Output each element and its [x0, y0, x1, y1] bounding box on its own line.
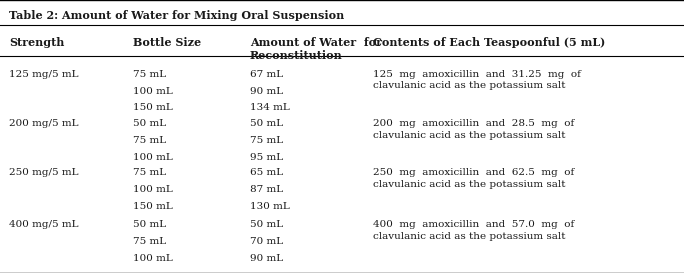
- Text: Contents of Each Teaspoonful (5 mL): Contents of Each Teaspoonful (5 mL): [373, 37, 605, 48]
- Text: 50 mL: 50 mL: [133, 119, 166, 128]
- Text: Amount of Water  for
Reconstitution: Amount of Water for Reconstitution: [250, 37, 382, 61]
- Text: 50 mL: 50 mL: [133, 220, 166, 229]
- Text: 100 mL: 100 mL: [133, 254, 173, 263]
- Text: 100 mL: 100 mL: [133, 185, 173, 194]
- Text: 90 mL: 90 mL: [250, 254, 282, 263]
- Text: 100 mL: 100 mL: [133, 87, 173, 96]
- Text: 125  mg  amoxicillin  and  31.25  mg  of
clavulanic acid as the potassium salt: 125 mg amoxicillin and 31.25 mg of clavu…: [373, 70, 581, 90]
- Text: 50 mL: 50 mL: [250, 119, 282, 128]
- Text: 75 mL: 75 mL: [133, 70, 166, 79]
- Text: 400 mg/5 mL: 400 mg/5 mL: [9, 220, 79, 229]
- Text: Table 2: Amount of Water for Mixing Oral Suspension: Table 2: Amount of Water for Mixing Oral…: [9, 10, 344, 20]
- Text: 134 mL: 134 mL: [250, 103, 289, 112]
- Text: 250 mg/5 mL: 250 mg/5 mL: [9, 168, 79, 177]
- Text: 67 mL: 67 mL: [250, 70, 282, 79]
- Text: 50 mL: 50 mL: [250, 220, 282, 229]
- Text: 125 mg/5 mL: 125 mg/5 mL: [9, 70, 79, 79]
- Text: 75 mL: 75 mL: [133, 168, 166, 177]
- Text: 87 mL: 87 mL: [250, 185, 282, 194]
- Text: 75 mL: 75 mL: [250, 136, 282, 145]
- Text: 150 mL: 150 mL: [133, 202, 173, 211]
- Text: 150 mL: 150 mL: [133, 103, 173, 112]
- Text: 100 mL: 100 mL: [133, 153, 173, 162]
- Text: 400  mg  amoxicillin  and  57.0  mg  of
clavulanic acid as the potassium salt: 400 mg amoxicillin and 57.0 mg of clavul…: [373, 220, 574, 241]
- Text: 70 mL: 70 mL: [250, 237, 282, 246]
- Text: 75 mL: 75 mL: [133, 136, 166, 145]
- Text: 65 mL: 65 mL: [250, 168, 282, 177]
- Text: Strength: Strength: [9, 37, 64, 48]
- Text: 90 mL: 90 mL: [250, 87, 282, 96]
- Text: 130 mL: 130 mL: [250, 202, 289, 211]
- Text: 200 mg/5 mL: 200 mg/5 mL: [9, 119, 79, 128]
- Text: Bottle Size: Bottle Size: [133, 37, 202, 48]
- Text: 200  mg  amoxicillin  and  28.5  mg  of
clavulanic acid as the potassium salt: 200 mg amoxicillin and 28.5 mg of clavul…: [373, 119, 574, 140]
- Text: 95 mL: 95 mL: [250, 153, 282, 162]
- Text: 250  mg  amoxicillin  and  62.5  mg  of
clavulanic acid as the potassium salt: 250 mg amoxicillin and 62.5 mg of clavul…: [373, 168, 574, 189]
- Text: 75 mL: 75 mL: [133, 237, 166, 246]
